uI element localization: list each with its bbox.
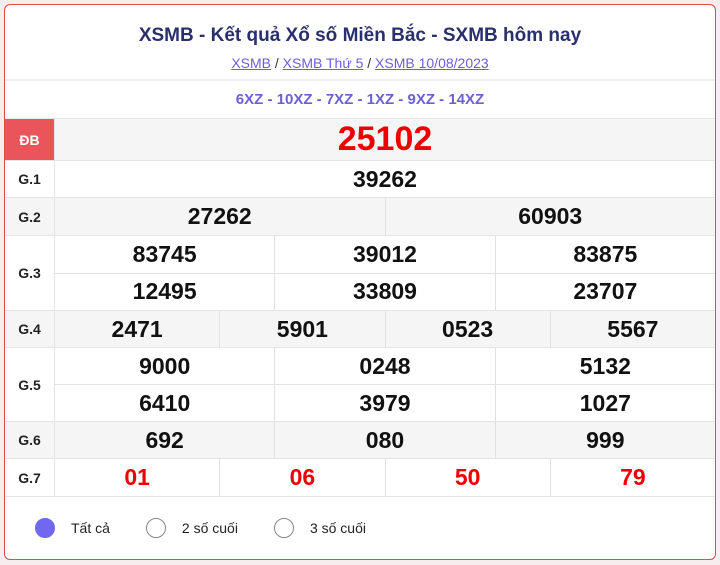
prize-row: G.6 692 080 999	[5, 422, 715, 459]
breadcrumb: XSMB / XSMB Thứ 5 / XSMB 10/08/2023	[5, 55, 715, 71]
filter-label: Tất cả	[71, 520, 110, 536]
prize-label: G.7	[5, 459, 55, 496]
prize-number: 06	[219, 459, 384, 496]
prize-number: 50	[384, 459, 550, 496]
breadcrumb-thu5[interactable]: XSMB Thứ 5	[282, 55, 364, 71]
prize-row: G.1 39262	[5, 161, 715, 198]
prize-number: 23707	[494, 273, 715, 310]
prize-number: 60903	[384, 198, 716, 235]
prize-number: 39012	[274, 236, 494, 273]
radio-circle-icon[interactable]	[35, 518, 55, 538]
radio-circle-icon[interactable]	[273, 518, 294, 538]
prize-label: G.4	[5, 311, 55, 347]
breadcrumb-separator: /	[274, 55, 279, 71]
prize-number: 79	[549, 459, 715, 496]
filter-radio[interactable]: 2 số cuối	[145, 518, 238, 538]
prize-label: G.3	[5, 236, 55, 310]
results-card: XSMB - Kết quả Xổ số Miền Bắc - SXMB hôm…	[4, 4, 716, 560]
prize-number: 01	[124, 464, 150, 490]
prize-row: G.4 2471 5901 0523 5567	[5, 311, 715, 348]
prize-row: G.5 9000 0248 5132 6410 3979 1027	[5, 348, 715, 422]
prize-number: 5567	[549, 311, 715, 347]
prize-label: G.1	[5, 161, 55, 197]
prize-number: 9000	[139, 352, 191, 379]
radio-circle-icon[interactable]	[145, 518, 166, 538]
prize-number: 83875	[494, 236, 715, 273]
prize-number: 0248	[274, 348, 494, 384]
prize-number: 3979	[274, 385, 494, 421]
prize-number: 999	[494, 422, 715, 458]
prize-number: 0523	[384, 311, 550, 347]
prize-number: 1027	[494, 385, 715, 421]
header: XSMB - Kết quả Xổ số Miền Bắc - SXMB hôm…	[5, 5, 715, 81]
prize-label: ĐB	[5, 119, 55, 160]
prize-row: G.7 01 06 50 79	[5, 459, 715, 497]
prize-number: 27262	[187, 203, 252, 229]
prize-number: 692	[145, 426, 184, 453]
prize-number: 080	[274, 422, 494, 458]
prize-number: 12495	[132, 278, 197, 305]
prize-number: 33809	[274, 273, 494, 310]
breadcrumb-separator: /	[367, 55, 372, 71]
filter-label: 2 số cuối	[181, 520, 238, 536]
breadcrumb-date[interactable]: XSMB 10/08/2023	[375, 55, 489, 71]
prize-row: G.3 83745 39012 83875 12495 33809 23707	[5, 236, 715, 311]
page-title: XSMB - Kết quả Xổ số Miền Bắc - SXMB hôm…	[138, 25, 582, 46]
breadcrumb-xsmb[interactable]: XSMB	[231, 55, 271, 71]
filter-radio[interactable]: Tất cả	[35, 518, 110, 538]
prize-number: 39262	[353, 165, 417, 192]
prize-label: G.6	[5, 422, 55, 458]
prize-number: 83745	[132, 240, 197, 267]
filter-radio[interactable]: 3 số cuối	[273, 518, 366, 538]
prize-number: 6410	[139, 389, 191, 416]
prize-row: G.2 27262 60903	[5, 198, 715, 236]
filter-label: 3 số cuối	[309, 520, 366, 536]
prize-label: G.2	[5, 198, 55, 235]
prize-label: G.5	[5, 348, 55, 421]
prize-number: 5901	[219, 311, 384, 347]
filter-radios: Tất cả 2 số cuối 3 số cuối	[5, 497, 715, 559]
results-table: ĐB 25102 G.1 39262 G.2 27262 60903 G.3 83745 3901…	[5, 119, 715, 497]
prize-number: 5132	[494, 348, 715, 384]
special-codes: 6XZ - 10XZ - 7XZ - 1XZ - 9XZ - 14XZ	[5, 81, 715, 119]
prize-row: ĐB 25102	[5, 119, 715, 161]
prize-number: 2471	[111, 315, 163, 342]
prize-number: 25102	[337, 120, 433, 158]
